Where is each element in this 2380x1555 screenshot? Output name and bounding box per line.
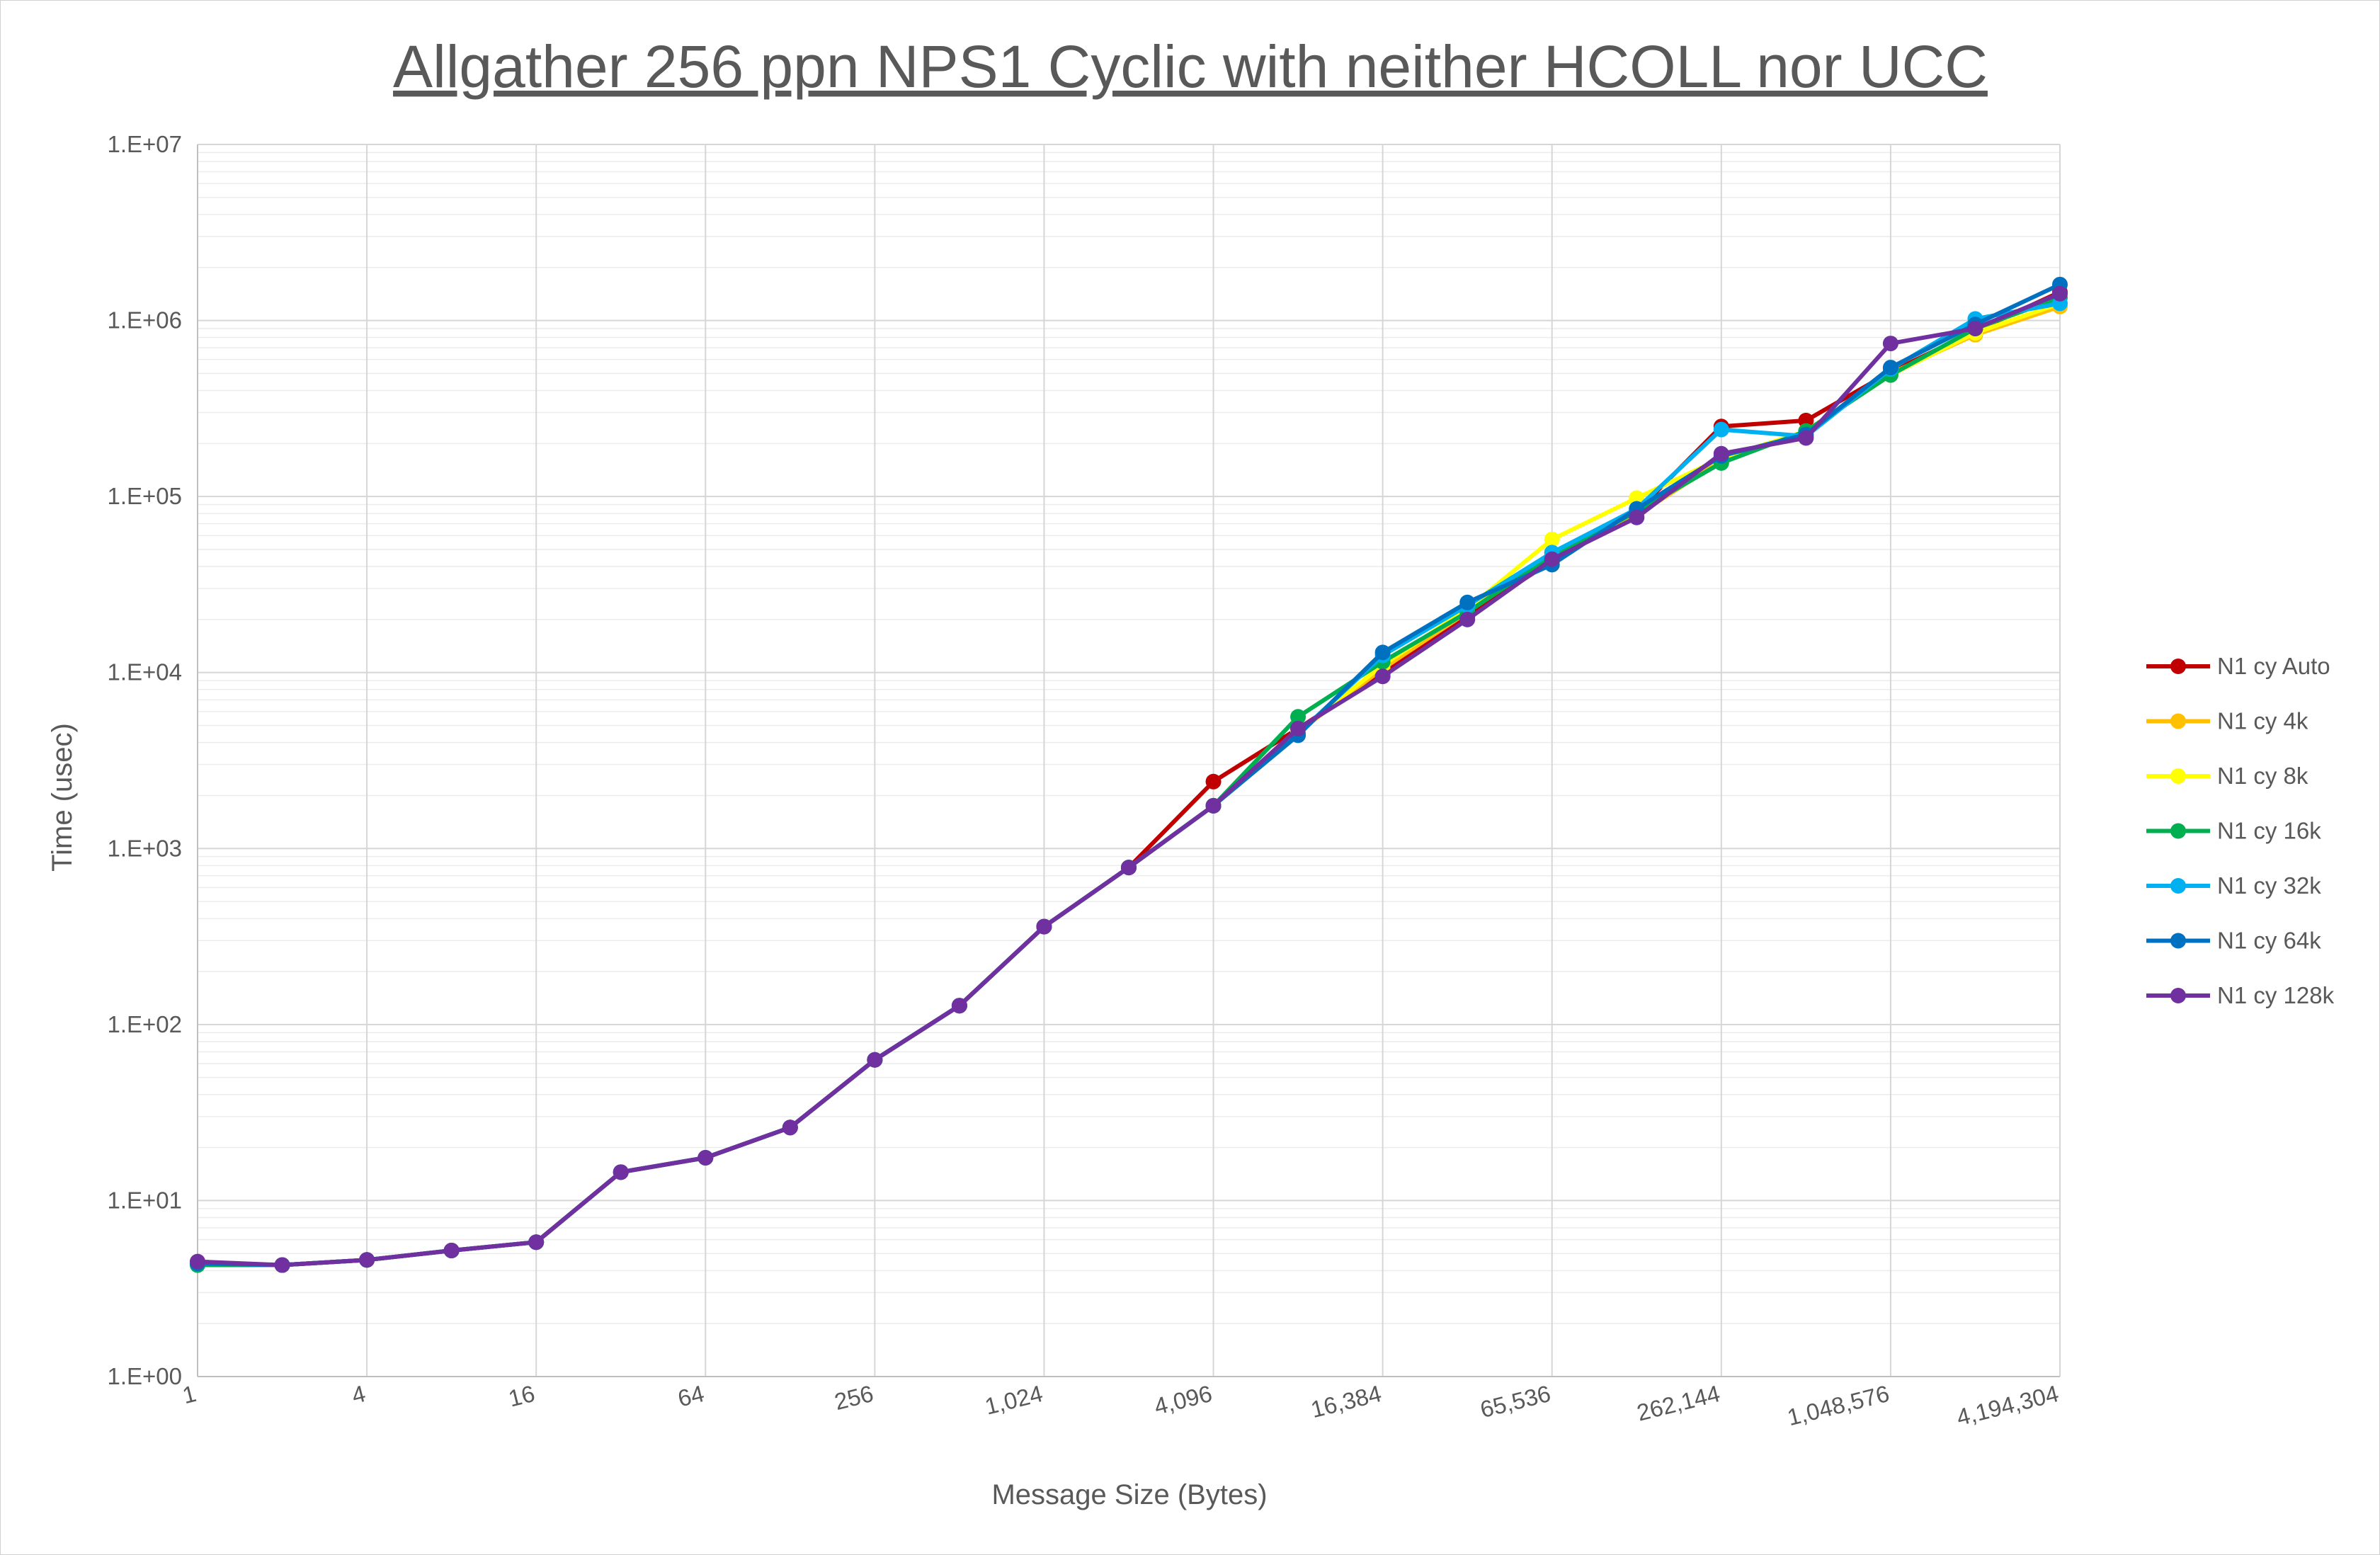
legend-label: N1 cy 32k <box>2217 872 2321 899</box>
legend-marker <box>2170 823 2186 839</box>
x-tick-label: 262,144 <box>1634 1380 1723 1426</box>
data-point <box>2052 285 2068 302</box>
data-point <box>782 1120 798 1136</box>
legend: N1 cy Auto N1 cy 4k N1 cy 8k N1 cy 16k N1 cy… <box>2146 653 2335 1008</box>
series-1 <box>190 298 2068 1273</box>
legend-label: N1 cy Auto <box>2217 653 2330 679</box>
series-line <box>195 301 2062 1268</box>
legend-entry: N1 cy 8k <box>2146 763 2308 789</box>
data-point <box>1290 709 1306 725</box>
x-tick-label: 64 <box>675 1380 707 1412</box>
y-tick-label: 1.E+07 <box>107 131 182 157</box>
y-tick-label: 1.E+02 <box>107 1011 182 1037</box>
data-point <box>698 1150 714 1166</box>
series-5 <box>190 276 2068 1273</box>
y-tick-label: 1.E+06 <box>107 307 182 334</box>
series-line <box>195 301 2062 1268</box>
legend-marker <box>2170 988 2186 1003</box>
data-point <box>1882 336 1898 352</box>
data-point <box>1121 860 1137 876</box>
data-point <box>1882 360 1898 376</box>
x-tick-label: 1,048,576 <box>1784 1380 1891 1430</box>
y-tick-label: 1.E+00 <box>107 1363 182 1389</box>
legend-marker <box>2170 878 2186 894</box>
legend-marker <box>2170 768 2186 784</box>
series-6 <box>190 285 2068 1273</box>
data-point <box>274 1257 290 1273</box>
series-line <box>195 304 2062 1268</box>
legend-label: N1 cy 64k <box>2217 928 2321 954</box>
legend-entry: N1 cy 16k <box>2146 818 2321 844</box>
legend-entry: N1 cy Auto <box>2146 653 2330 679</box>
legend-label: N1 cy 128k <box>2217 982 2335 1008</box>
legend-entry: N1 cy 128k <box>2146 982 2335 1008</box>
legend-label: N1 cy 4k <box>2217 708 2308 734</box>
grid <box>197 144 2061 1377</box>
data-point <box>1629 490 1645 506</box>
series-line <box>195 282 2062 1268</box>
y-tick-label: 1.E+05 <box>107 483 182 509</box>
data-point <box>1459 611 1476 627</box>
data-point <box>1374 644 1391 661</box>
legend-marker <box>2170 659 2186 674</box>
data-point <box>1713 445 1729 462</box>
data-point <box>443 1243 460 1259</box>
data-point <box>528 1234 545 1251</box>
legend-marker <box>2170 713 2186 729</box>
y-tick-label: 1.E+04 <box>107 659 182 685</box>
data-point <box>951 998 967 1014</box>
x-tick-label: 4 <box>349 1380 368 1408</box>
series-3 <box>190 290 2068 1273</box>
legend-marker <box>2170 933 2186 949</box>
data-point <box>1036 918 1052 935</box>
y-tick-label: 1.E+01 <box>107 1187 182 1213</box>
data-point <box>1629 509 1645 525</box>
data-point <box>1967 320 1983 336</box>
x-tick-label: 4,096 <box>1151 1380 1214 1420</box>
data-point <box>613 1164 629 1180</box>
x-tick-label: 1 <box>180 1380 199 1408</box>
legend-label: N1 cy 16k <box>2217 818 2321 844</box>
data-point <box>1205 797 1222 814</box>
x-tick-label: 16 <box>506 1380 537 1412</box>
data-point <box>190 1253 205 1270</box>
x-axis-label: Message Size (Bytes) <box>991 1479 1267 1510</box>
data-point <box>1544 531 1560 547</box>
series-group <box>190 276 2068 1273</box>
data-point <box>867 1052 883 1068</box>
data-point <box>1544 551 1560 567</box>
x-tick-label: 256 <box>832 1380 876 1415</box>
axes: 1.E+00 1.E+01 1.E+02 1.E+03 1.E+04 1.E+05 1.E+… <box>107 131 2061 1430</box>
x-tick-label: 65,536 <box>1478 1380 1554 1423</box>
data-point <box>1713 421 1729 438</box>
data-point <box>1798 430 1814 446</box>
y-axis-label: Time (usec) <box>47 723 78 872</box>
data-point <box>1290 720 1306 736</box>
legend-entry: N1 cy 4k <box>2146 708 2308 734</box>
legend-entry: N1 cy 64k <box>2146 928 2321 954</box>
legend-label: N1 cy 8k <box>2217 763 2308 789</box>
x-tick-label: 4,194,304 <box>1954 1380 2061 1430</box>
chart-title: Allgather 256 ppn NPS1 Cyclic with neith… <box>393 33 1988 100</box>
data-point <box>1459 594 1476 610</box>
legend-entry: N1 cy 32k <box>2146 872 2321 899</box>
data-point <box>1205 773 1222 790</box>
x-tick-label: 16,384 <box>1308 1380 1384 1423</box>
x-tick-label: 1,024 <box>982 1380 1045 1420</box>
y-tick-label: 1.E+03 <box>107 835 182 861</box>
data-point <box>359 1252 375 1268</box>
data-point <box>1374 668 1391 685</box>
